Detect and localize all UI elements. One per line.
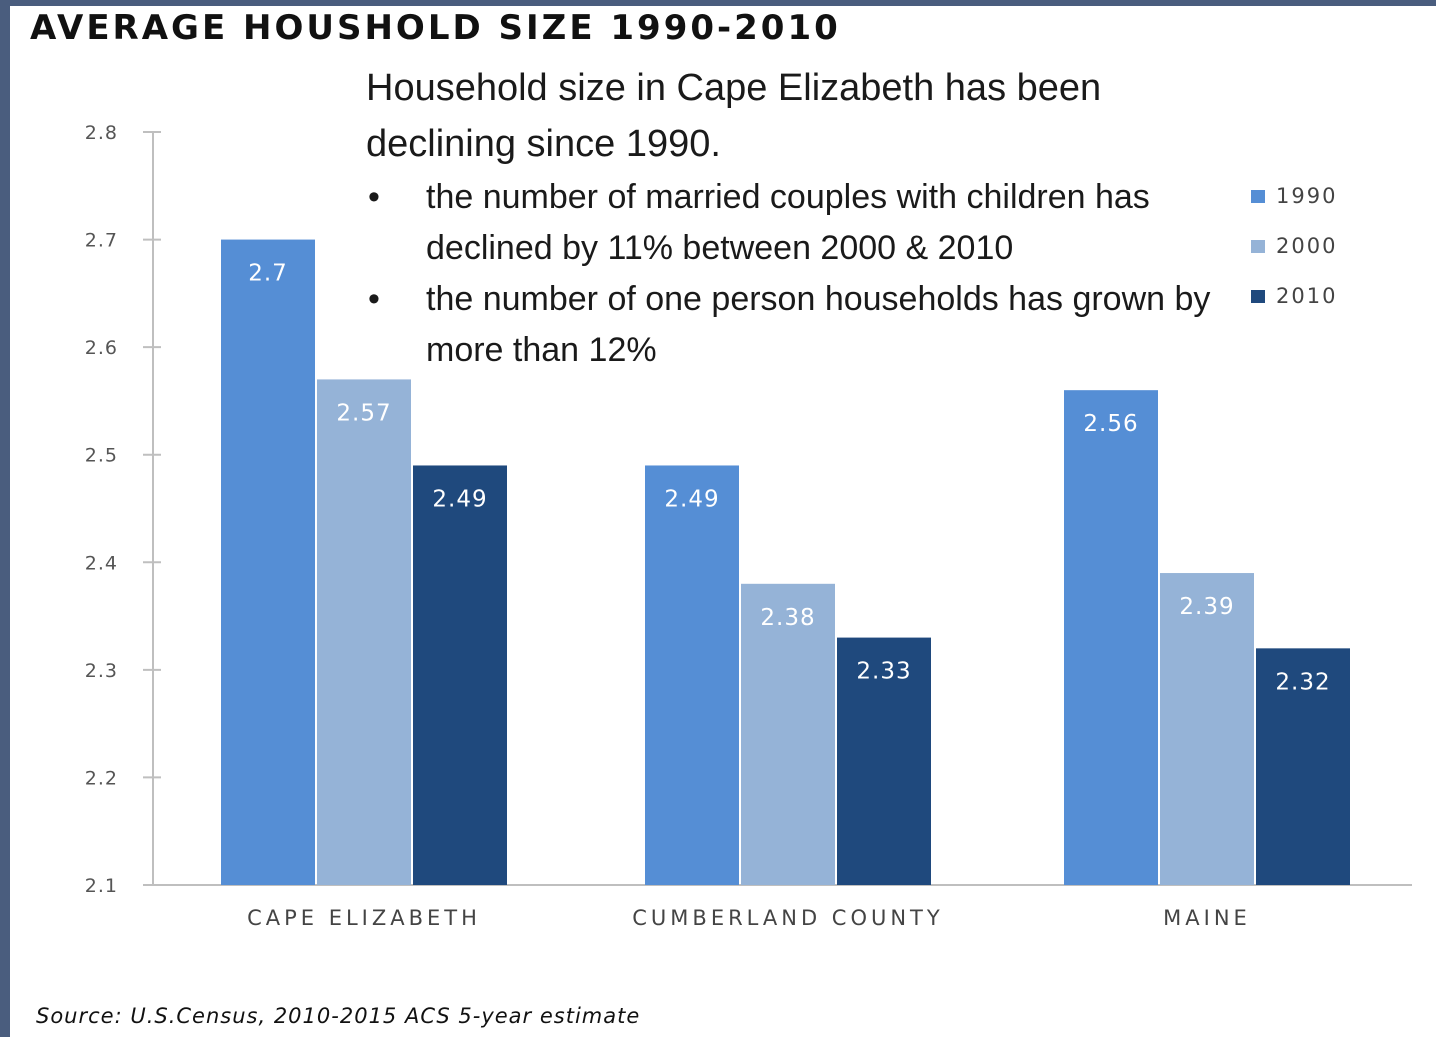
y-tick-label: 2.7 (85, 230, 118, 252)
bar (741, 583, 835, 885)
legend-swatch (1251, 190, 1265, 203)
bar-value-label: 2.38 (760, 605, 815, 631)
page-title: AVERAGE HOUSHOLD SIZE 1990-2010 (30, 8, 841, 48)
bar-value-label: 2.7 (248, 261, 288, 287)
x-category-label: CUMBERLAND COUNTY (632, 906, 943, 930)
source-note: Source: U.S.Census, 2010-2015 ACS 5-year… (36, 1004, 641, 1028)
chart-category-labels: CAPE ELIZABETH CUMBERLAND COUNTY MAINE (247, 906, 1251, 930)
x-category-label: CAPE ELIZABETH (247, 906, 481, 930)
y-tick-label: 2.6 (85, 337, 118, 359)
legend-swatch (1251, 290, 1265, 303)
annotation-bullets: • the number of married couples with chi… (366, 172, 1246, 376)
bar (1064, 390, 1158, 885)
bar (645, 465, 739, 885)
bar (1160, 573, 1254, 885)
y-tick-label: 2.3 (85, 660, 118, 682)
annotation-bullet-text: the number of married couples with child… (426, 178, 1150, 267)
bar-value-label: 2.56 (1083, 411, 1138, 437)
chart-bar-labels: 2.7 2.57 2.49 2.49 2.38 2.33 2.56 2.39 2.32 (248, 261, 1330, 696)
bar (1256, 648, 1350, 885)
y-tick-label: 2.8 (85, 122, 118, 144)
bar (317, 379, 411, 885)
bar-value-label: 2.49 (432, 486, 487, 512)
bar-value-label: 2.49 (664, 486, 719, 512)
chart-legend: 1990 2000 2010 (1251, 184, 1337, 308)
bar-chart: 2.1 2.2 2.3 2.4 2.5 2.6 2.7 2.8 2.7 2.57 2.49 2.49… (85, 122, 1412, 930)
annotation-bullet-item: • the number of married couples with chi… (366, 172, 1226, 274)
bullet-icon: • (368, 178, 380, 216)
y-tick-label: 2.4 (85, 552, 118, 574)
bar-value-label: 2.57 (336, 400, 391, 426)
bullet-icon: • (368, 280, 380, 318)
y-tick-label: 2.5 (85, 445, 118, 467)
bar (837, 637, 931, 885)
legend-entry-label: 2010 (1276, 284, 1337, 308)
annotation-box: Household size in Cape Elizabeth has bee… (366, 60, 1246, 376)
slide: AVERAGE HOUSHOLD SIZE 1990-2010 2.1 2.2 2.… (10, 6, 1436, 1037)
annotation-bullet-text: the number of one person households has … (426, 280, 1211, 369)
bar-value-label: 2.33 (856, 659, 911, 685)
bar-value-label: 2.39 (1179, 594, 1234, 620)
y-tick-label: 2.2 (85, 767, 118, 789)
legend-swatch (1251, 240, 1265, 253)
legend-entry-label: 1990 (1276, 184, 1337, 208)
legend-entry-label: 2000 (1276, 234, 1337, 258)
annotation-bullet-item: • the number of one person households ha… (366, 274, 1226, 376)
annotation-lead: Household size in Cape Elizabeth has bee… (366, 67, 1102, 165)
bar (221, 239, 315, 886)
y-tick-label: 2.1 (85, 875, 118, 897)
bar-value-label: 2.32 (1275, 669, 1330, 695)
x-category-label: MAINE (1163, 906, 1251, 930)
bar (413, 465, 507, 885)
chart-bars (221, 239, 1350, 886)
